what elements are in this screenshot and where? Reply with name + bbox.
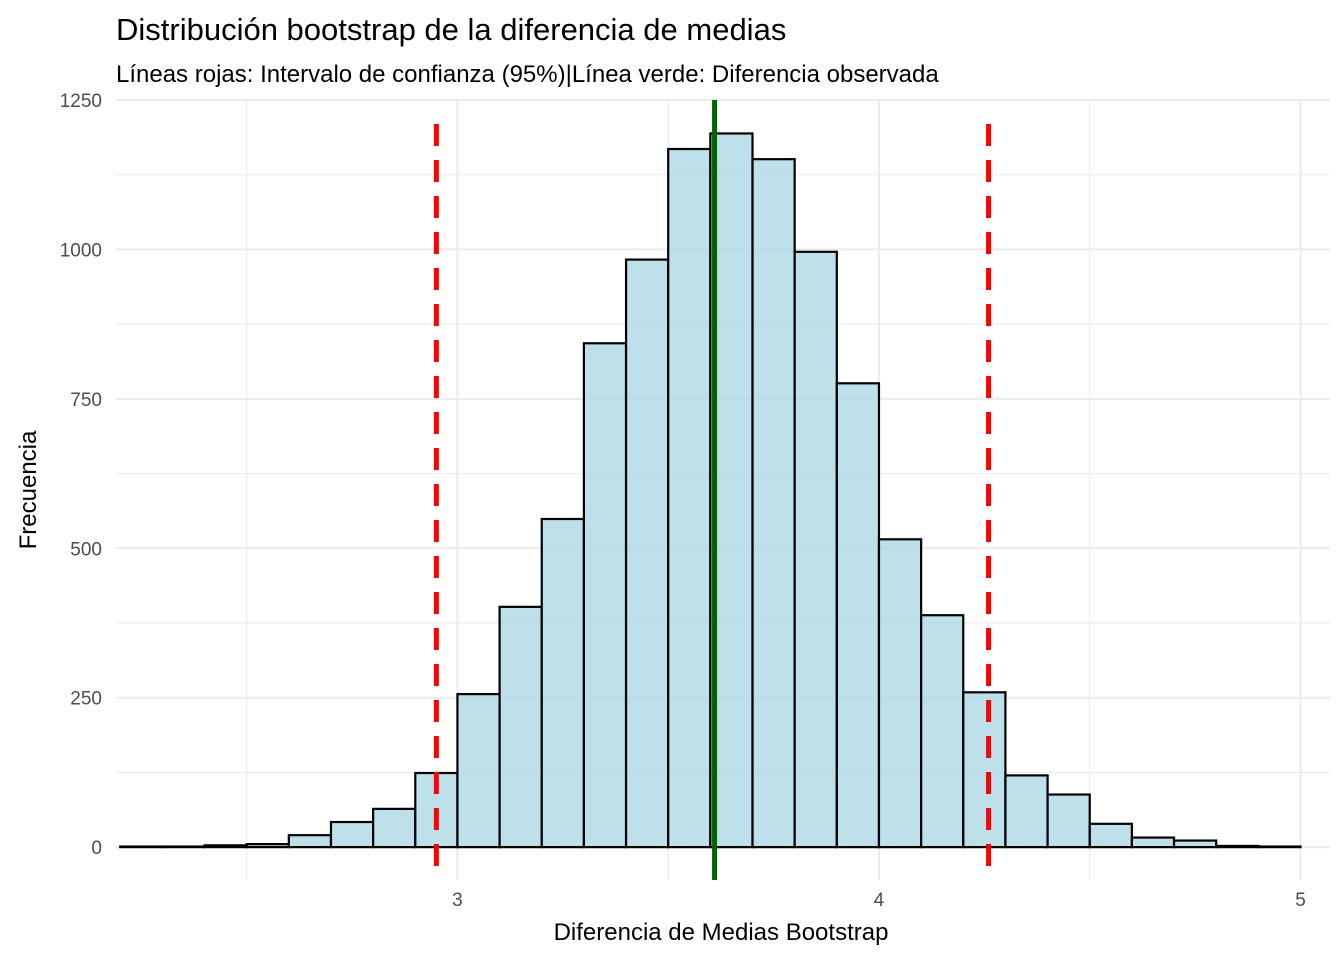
histogram-bar [1130, 836, 1176, 849]
y-tick-label: 250 [70, 689, 102, 710]
histogram-bar [920, 614, 965, 849]
x-tick-label: 3 [452, 890, 463, 911]
y-tick-label: 0 [91, 838, 102, 859]
y-tick-label: 1250 [60, 91, 102, 112]
chart-title: Distribución bootstrap de la diferencia … [116, 12, 786, 47]
chart-subtitle: Líneas rojas: Intervalo de confianza (95… [116, 61, 939, 88]
histogram-bar [372, 807, 417, 849]
histogram-bars [119, 132, 1302, 849]
y-tick-label: 500 [70, 539, 102, 560]
histogram-bar [456, 693, 501, 849]
histogram-bar [667, 147, 712, 849]
y-tick-label: 750 [70, 390, 102, 411]
y-axis-tick-labels: 0 250 500 750 1000 1250 [60, 91, 102, 859]
histogram-bar [624, 258, 670, 849]
x-tick-label: 5 [1295, 890, 1306, 911]
x-axis-tick-labels: 3 4 5 [452, 890, 1306, 911]
x-tick-label: 4 [874, 890, 885, 911]
histogram-bar [498, 605, 543, 849]
histogram-bar [161, 845, 206, 849]
histogram-bar [287, 834, 333, 849]
histogram-bar [1046, 793, 1091, 849]
histogram-bar [1088, 822, 1133, 849]
histogram-bar [1004, 774, 1049, 849]
histogram-bar [245, 843, 290, 849]
histogram-bar [751, 158, 796, 849]
x-axis-title: Diferencia de Medias Bootstrap [554, 919, 889, 946]
reference-lines [433, 100, 992, 880]
histogram-bar [1257, 845, 1302, 849]
histogram-bar [119, 845, 164, 849]
histogram-bar [1172, 839, 1218, 849]
histogram-bar [329, 820, 375, 849]
y-tick-label: 1000 [60, 240, 102, 261]
histogram-bar [203, 844, 248, 849]
histogram-bar [962, 691, 1007, 849]
histogram-bar [835, 382, 881, 849]
histogram-bar [582, 342, 628, 849]
histogram-bar [877, 538, 923, 849]
histogram-bar [793, 250, 838, 849]
y-axis-title: Frecuencia [15, 430, 42, 549]
histogram-bar [1215, 844, 1260, 849]
histogram-bar [540, 517, 585, 849]
